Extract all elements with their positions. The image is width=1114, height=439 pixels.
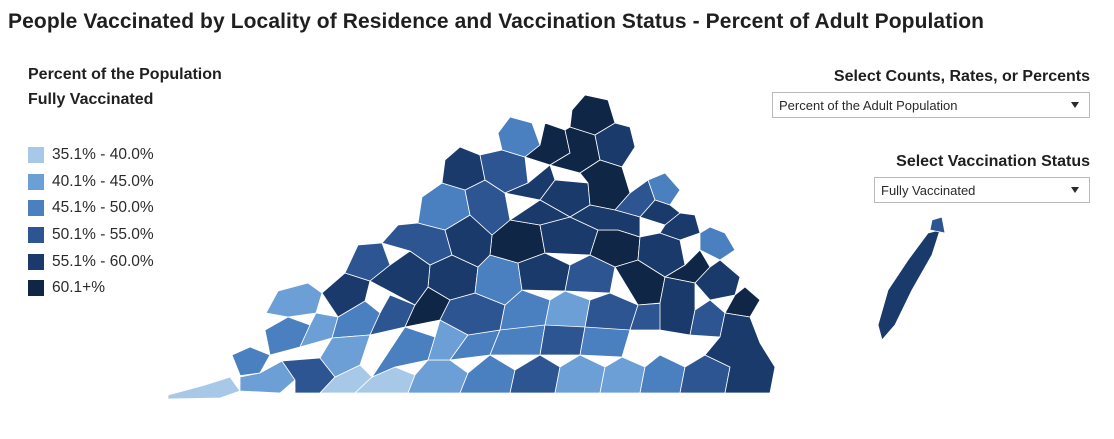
locality-eastern-shore-2[interactable] [929, 216, 946, 234]
locality-valley-1[interactable] [344, 242, 391, 282]
legend-swatch [28, 147, 44, 164]
chevron-down-icon [1071, 102, 1079, 108]
locality-peninsula-3[interactable] [699, 226, 736, 261]
legend-swatch [28, 253, 44, 270]
locality-neck-2[interactable] [647, 172, 681, 206]
locality-southwest-8[interactable] [265, 282, 323, 318]
locality-valley-7[interactable] [441, 146, 486, 191]
locality-new-river-3[interactable] [369, 294, 416, 336]
legend-label: 60.1+% [52, 279, 106, 297]
legend-swatch [28, 227, 44, 244]
locality-southside-1[interactable] [407, 359, 469, 394]
locality-piedmont-1[interactable] [517, 252, 571, 292]
legend-item: 60.1+% [28, 275, 268, 302]
locality-southeast-3[interactable] [704, 312, 776, 394]
measure-control: Select Counts, Rates, or Percents Percen… [772, 68, 1090, 118]
locality-central-2[interactable] [499, 289, 551, 331]
legend-label: 40.1% - 45.0% [52, 172, 154, 190]
legend-items: 35.1% - 40.0% 40.1% - 45.0% 45.1% - 50.0… [28, 142, 268, 302]
locality-southwest-6[interactable] [319, 364, 373, 394]
choropleth-map [160, 55, 960, 415]
locality-southside-2[interactable] [459, 354, 516, 394]
locality-southside-7[interactable] [554, 354, 606, 394]
legend-title-line1: Percent of the Population [28, 66, 222, 83]
locality-central-4[interactable] [584, 292, 639, 331]
legend-item: 50.1% - 55.0% [28, 222, 268, 249]
legend-swatch [28, 200, 44, 217]
legend-label: 55.1% - 60.0% [52, 252, 154, 270]
locality-southeast-1[interactable] [639, 354, 686, 394]
legend: Percent of the Population Fully Vaccinat… [28, 62, 268, 302]
locality-eastern-shore-1[interactable] [877, 229, 941, 341]
virginia-map [167, 94, 946, 400]
chevron-down-icon [1071, 187, 1079, 193]
locality-richmond-2[interactable] [569, 204, 641, 238]
measure-label: Select Counts, Rates, or Percents [833, 68, 1090, 85]
status-dropdown[interactable]: Fully Vaccinated [874, 177, 1090, 203]
measure-selected-value: Percent of the Adult Population [779, 98, 958, 113]
legend-item: 55.1% - 60.0% [28, 248, 268, 275]
locality-southside-5[interactable] [509, 354, 561, 394]
locality-hampton-roads-3[interactable] [694, 259, 741, 301]
legend-title-line2: Fully Vaccinated [28, 91, 154, 108]
locality-hampton-roads-2[interactable] [689, 299, 726, 338]
legend-swatch [28, 173, 44, 190]
page-title: People Vaccinated by Locality of Residen… [8, 10, 985, 33]
legend-swatch [28, 280, 44, 297]
locality-neck-3[interactable] [639, 199, 681, 226]
locality-hampton-roads-1[interactable] [659, 276, 696, 336]
status-control: Select Vaccination Status Fully Vaccinat… [874, 153, 1090, 203]
legend-label: 50.1% - 55.0% [52, 226, 154, 244]
locality-southside-9[interactable] [599, 356, 646, 394]
legend-item: 35.1% - 40.0% [28, 142, 268, 169]
locality-peninsula-1[interactable] [659, 212, 701, 241]
locality-central-3[interactable] [544, 290, 591, 328]
locality-new-river-2[interactable] [319, 334, 371, 378]
legend-item: 45.1% - 50.0% [28, 195, 268, 222]
locality-northern-5[interactable] [503, 164, 556, 201]
locality-southwest-7[interactable] [353, 366, 416, 394]
status-selected-value: Fully Vaccinated [881, 183, 976, 198]
locality-far-southwest[interactable] [167, 376, 241, 400]
legend-item: 40.1% - 45.0% [28, 169, 268, 196]
status-label: Select Vaccination Status [896, 153, 1090, 170]
locality-southwest-5[interactable] [299, 312, 339, 348]
locality-southwest-3[interactable] [264, 316, 311, 356]
legend-label: 45.1% - 50.0% [52, 199, 154, 217]
measure-dropdown[interactable]: Percent of the Adult Population [772, 92, 1090, 118]
legend-label: 35.1% - 40.0% [52, 146, 154, 164]
locality-roanoke-2[interactable] [370, 326, 436, 378]
